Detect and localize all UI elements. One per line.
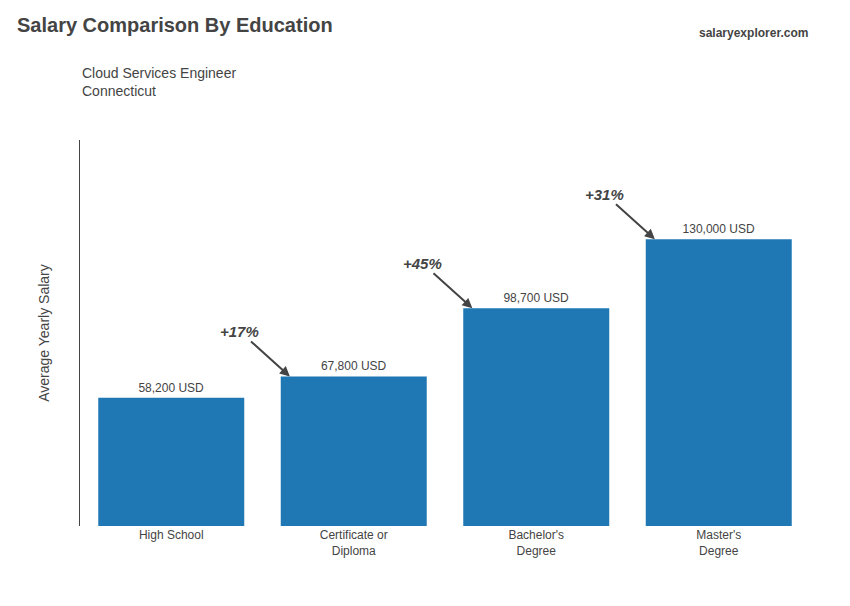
svg-text:Master'sDegree: Master'sDegree: [696, 528, 741, 558]
svg-text:+17%: +17%: [220, 323, 259, 340]
svg-text:58,200 USD: 58,200 USD: [138, 381, 204, 395]
svg-text:+31%: +31%: [585, 186, 624, 203]
svg-text:Salary Comparison By Education: Salary Comparison By Education: [17, 14, 333, 36]
svg-text:+45%: +45%: [403, 255, 442, 272]
svg-text:130,000 USD: 130,000 USD: [683, 222, 755, 236]
svg-text:67,800 USD: 67,800 USD: [321, 359, 387, 373]
svg-text:High School: High School: [139, 528, 204, 542]
svg-text:salaryexplorer.com: salaryexplorer.com: [699, 26, 808, 40]
svg-text:98,700 USD: 98,700 USD: [503, 291, 569, 305]
svg-text:Bachelor'sDegree: Bachelor'sDegree: [508, 528, 564, 558]
svg-text:Cloud Services EngineerConnect: Cloud Services EngineerConnecticut: [82, 65, 236, 99]
svg-text:Average Yearly Salary: Average Yearly Salary: [36, 264, 52, 402]
svg-text:Certificate orDiploma: Certificate orDiploma: [320, 528, 388, 558]
